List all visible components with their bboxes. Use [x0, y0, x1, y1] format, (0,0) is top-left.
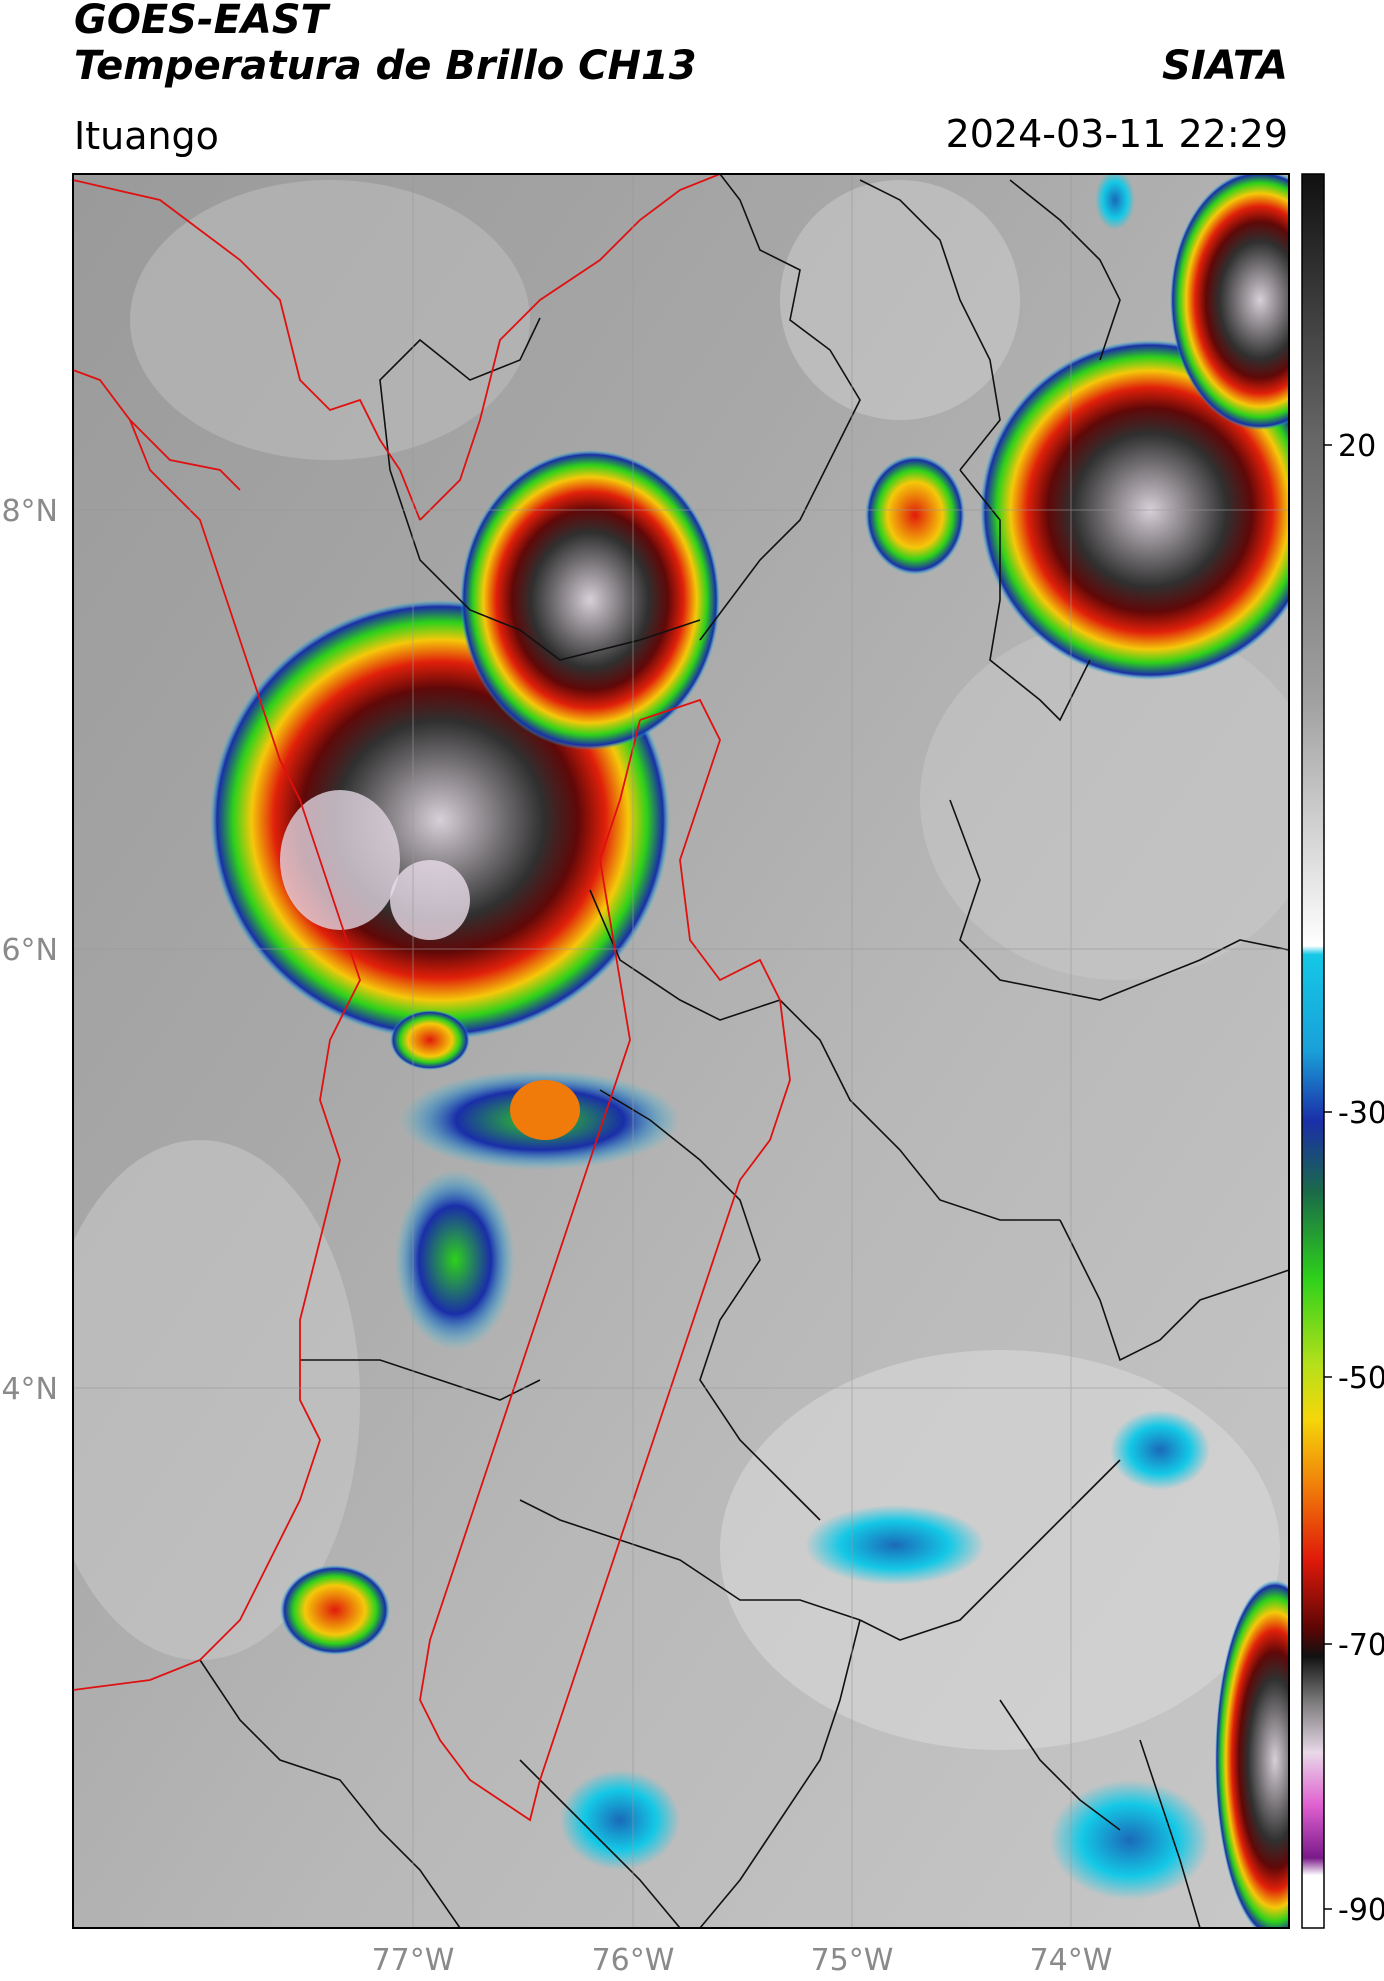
- cyan-cloud-patches: [560, 174, 1210, 1900]
- title-satellite: GOES-EAST: [74, 0, 328, 43]
- map-panel: [73, 174, 1289, 1928]
- graticule: [73, 174, 1289, 1928]
- admin-boundaries: [199, 174, 1289, 1928]
- storm-cell-west: [210, 450, 720, 1040]
- colorbar-tick-minus90: -90: [1338, 1893, 1384, 1928]
- brand-label: SIATA: [1162, 43, 1288, 89]
- title-product: Temperatura de Brillo CH13: [74, 43, 697, 89]
- storm-cell-small: [280, 455, 1289, 1928]
- timestamp-label: 2024-03-11 22:29: [945, 112, 1288, 156]
- lon-label-75: 75°W: [811, 1943, 894, 1978]
- lat-label-4: 4°N: [1, 1372, 58, 1407]
- colorbar-tick-20: 20: [1338, 429, 1376, 464]
- map-frame: [72, 173, 1290, 1929]
- colorbar-tick-minus50: -50: [1338, 1361, 1384, 1396]
- colorbar: 20 -30 -50 -70 -90: [1301, 173, 1384, 1929]
- colorbar-tick-minus70: -70: [1338, 1628, 1384, 1663]
- lon-label-77: 77°W: [372, 1943, 455, 1978]
- lat-label-8: 8°N: [1, 494, 58, 529]
- lat-label-6: 6°N: [1, 933, 58, 968]
- lon-label-76: 76°W: [592, 1943, 675, 1978]
- location-label: Ituango: [74, 114, 219, 158]
- colorbar-tick-minus30: -30: [1338, 1096, 1384, 1131]
- lon-label-74: 74°W: [1030, 1943, 1113, 1978]
- border-lines: [73, 174, 791, 1822]
